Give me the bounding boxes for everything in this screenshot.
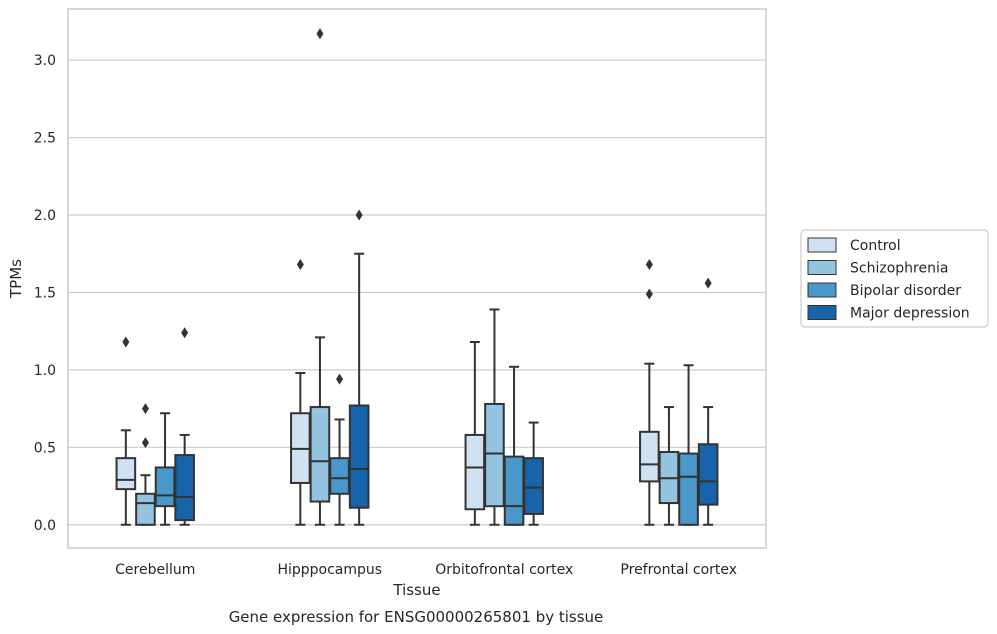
box-body (156, 467, 175, 506)
legend: Control Schizophrenia Bipolar disorder Majo… (801, 230, 988, 327)
chart-caption: Gene expression for ENSG00000265801 by t… (229, 608, 604, 626)
legend-label: Control (850, 238, 901, 254)
box-body (679, 454, 698, 525)
legend-label: Schizophrenia (850, 261, 948, 277)
legend-swatch (808, 283, 836, 297)
box-body (117, 458, 136, 489)
y-tick-label: 0.0 (34, 518, 56, 534)
legend-label: Bipolar disorder (850, 283, 961, 299)
legend-swatch (808, 306, 836, 320)
legend-item: Schizophrenia (808, 261, 948, 277)
y-tick-label: 3.0 (34, 53, 56, 69)
legend-item: Major depression (808, 306, 970, 322)
box-body (136, 494, 155, 525)
y-tick-label: 2.5 (34, 131, 56, 147)
x-axis-label: Tissue (392, 581, 440, 599)
box-body (524, 458, 543, 514)
box-body (350, 406, 369, 508)
box-body (485, 404, 504, 506)
x-tick-label: Cerebellum (115, 562, 195, 578)
box-plot-chart: 0.0 0.5 1.0 1.5 2.0 2.5 3.0 Cerebellum Hipppoca… (0, 0, 997, 634)
y-tick-label: 1.0 (34, 363, 56, 379)
y-tick-label: 2.0 (34, 208, 56, 224)
box-body (330, 458, 349, 494)
y-tick-label: 0.5 (34, 440, 56, 456)
legend-item: Control (808, 238, 901, 254)
y-axis-label: TPMs (7, 259, 25, 299)
box-body (505, 457, 524, 525)
legend-label: Major depression (850, 306, 970, 322)
legend-swatch (808, 238, 836, 252)
box-body (311, 407, 330, 501)
x-tick-label: Orbitofrontal cortex (435, 562, 573, 578)
box-body (699, 444, 718, 504)
legend-swatch (808, 261, 836, 275)
box-body (175, 455, 194, 520)
x-tick-label: Hipppocampus (277, 562, 382, 578)
box-body (466, 435, 485, 509)
legend-item: Bipolar disorder (808, 283, 961, 299)
y-tick-label: 1.5 (34, 285, 56, 301)
box-body (640, 432, 659, 482)
x-tick-label: Prefrontal cortex (620, 562, 737, 578)
